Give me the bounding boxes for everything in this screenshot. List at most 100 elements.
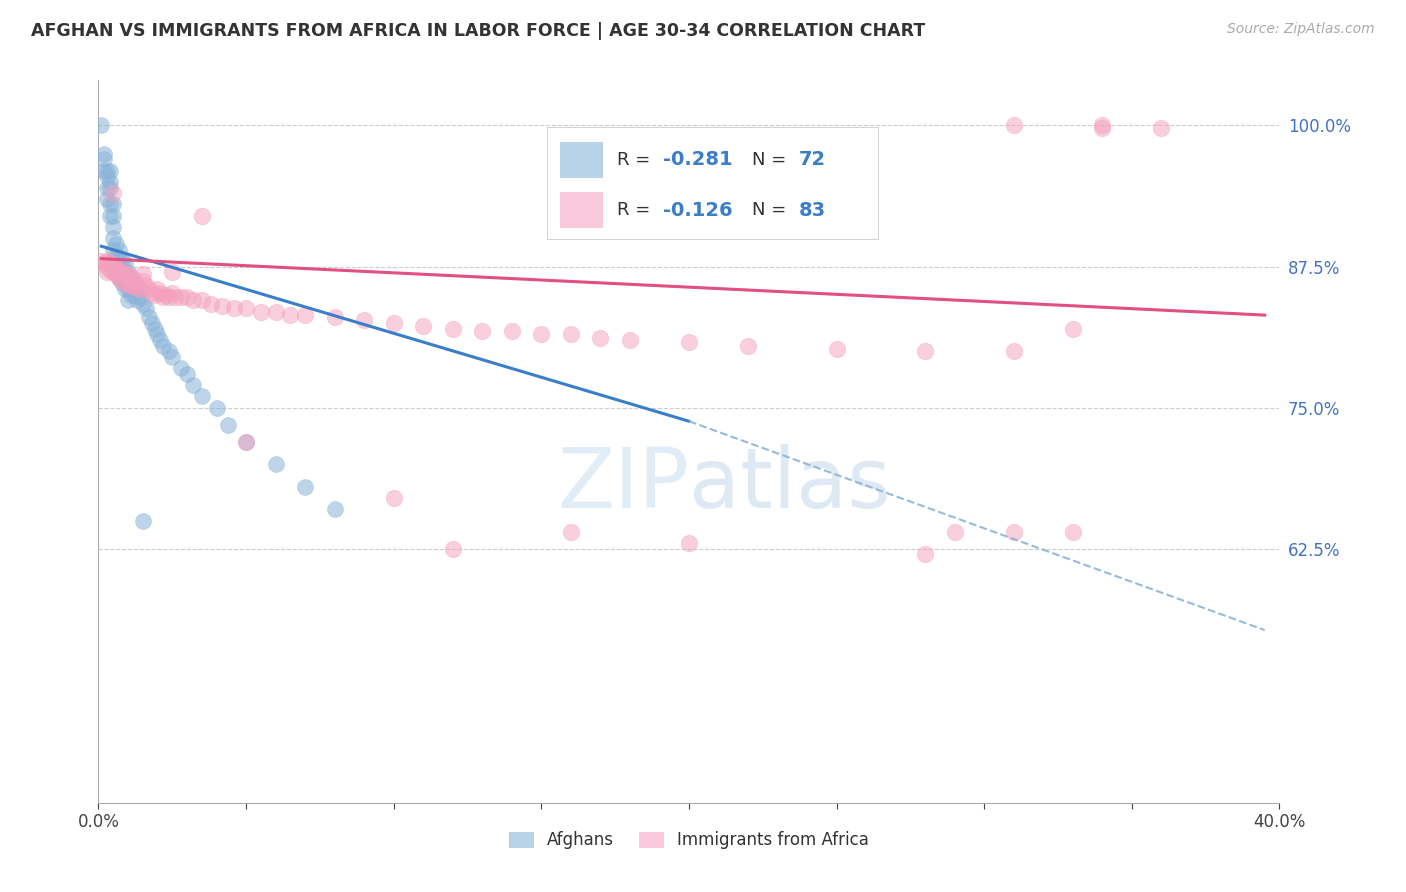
Point — [530, 327, 553, 342]
Point — [235, 434, 257, 449]
Legend: Afghans, Immigrants from Africa: Afghans, Immigrants from Africa — [502, 824, 876, 856]
Point — [143, 321, 166, 335]
Point — [120, 287, 142, 301]
Point — [93, 146, 115, 161]
Point — [825, 342, 848, 356]
Point — [122, 272, 145, 286]
Point — [105, 253, 128, 268]
Point — [90, 119, 112, 133]
Point — [105, 260, 128, 274]
Point — [132, 514, 155, 528]
Point — [135, 278, 157, 293]
Point — [353, 312, 375, 326]
Point — [103, 253, 125, 268]
Point — [1091, 120, 1114, 135]
Point — [138, 282, 160, 296]
Point — [1150, 120, 1173, 135]
Point — [235, 301, 257, 316]
Point — [235, 434, 257, 449]
Point — [943, 524, 966, 539]
Point — [176, 367, 198, 381]
Point — [157, 344, 180, 359]
Point — [191, 293, 214, 308]
Point — [170, 290, 193, 304]
Point — [149, 333, 172, 347]
Point — [111, 277, 134, 291]
Point — [90, 253, 112, 268]
Point — [264, 304, 287, 318]
Point — [1002, 119, 1025, 133]
Point — [141, 285, 163, 300]
Point — [105, 268, 128, 282]
Text: atlas: atlas — [689, 444, 890, 525]
Point — [122, 274, 145, 288]
Point — [98, 175, 121, 189]
Point — [441, 541, 464, 556]
Point — [128, 282, 150, 296]
Point — [323, 310, 346, 325]
Point — [96, 169, 118, 184]
Point — [114, 277, 136, 291]
Point — [589, 331, 612, 345]
Point — [152, 290, 174, 304]
Text: Source: ZipAtlas.com: Source: ZipAtlas.com — [1227, 22, 1375, 37]
Point — [98, 263, 121, 277]
Point — [105, 237, 128, 252]
Point — [125, 281, 148, 295]
Point — [471, 324, 494, 338]
Point — [132, 268, 155, 282]
Point — [117, 265, 139, 279]
Point — [114, 256, 136, 270]
Point — [152, 338, 174, 352]
Point — [323, 502, 346, 516]
Point — [117, 277, 139, 291]
Point — [98, 180, 121, 194]
Point — [678, 335, 700, 350]
Point — [114, 268, 136, 282]
Point — [103, 231, 125, 245]
Point — [200, 297, 222, 311]
Point — [501, 324, 523, 338]
Point — [103, 197, 125, 211]
Text: ZIP: ZIP — [557, 444, 689, 525]
Point — [122, 282, 145, 296]
Point — [103, 220, 125, 235]
Point — [98, 163, 121, 178]
Point — [294, 480, 316, 494]
Point — [211, 299, 233, 313]
Point — [138, 310, 160, 325]
Point — [117, 282, 139, 296]
Point — [120, 278, 142, 293]
Point — [149, 285, 172, 300]
Point — [111, 253, 134, 268]
Point — [678, 536, 700, 550]
Point — [619, 333, 641, 347]
Point — [111, 270, 134, 285]
Point — [382, 491, 405, 505]
Point — [108, 265, 131, 279]
Point — [181, 378, 204, 392]
Point — [111, 265, 134, 279]
Point — [103, 186, 125, 201]
Point — [96, 253, 118, 268]
Point — [181, 293, 204, 308]
Point — [120, 270, 142, 285]
Point — [103, 259, 125, 273]
Point — [108, 270, 131, 285]
Point — [162, 285, 183, 300]
Point — [96, 180, 118, 194]
Point — [93, 256, 115, 270]
Point — [103, 265, 125, 279]
Point — [176, 290, 198, 304]
Point — [125, 293, 148, 308]
Point — [111, 274, 134, 288]
Point — [914, 548, 936, 562]
Point — [560, 524, 582, 539]
Point — [141, 316, 163, 330]
Point — [441, 321, 464, 335]
Point — [108, 243, 131, 257]
Point — [294, 308, 316, 322]
Point — [98, 256, 121, 270]
Point — [98, 197, 121, 211]
Point — [103, 243, 125, 257]
